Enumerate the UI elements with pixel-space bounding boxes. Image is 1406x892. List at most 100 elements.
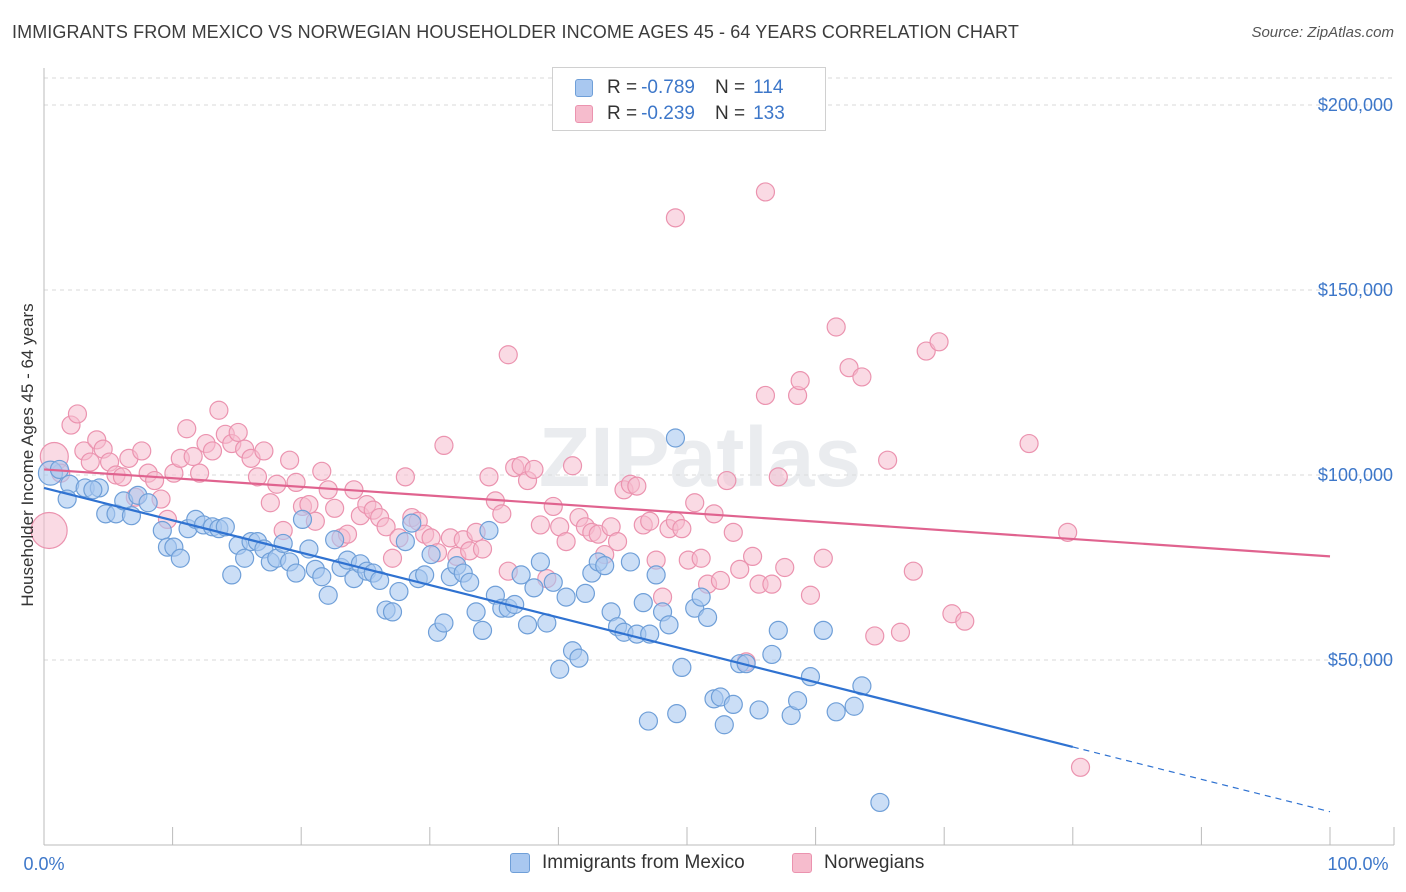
series-legend: Immigrants from Mexico Norwegians xyxy=(0,852,1406,876)
point-norwegians xyxy=(955,611,975,631)
point-immigrants-from-mexico xyxy=(222,565,242,585)
point-norwegians xyxy=(312,461,332,481)
source-label: Source: ZipAtlas.com xyxy=(1251,24,1394,41)
point-immigrants-from-mexico xyxy=(83,480,103,500)
point-norwegians xyxy=(742,546,763,567)
x-tick-label: 100.0% xyxy=(1327,854,1388,874)
point-immigrants-from-mexico xyxy=(395,531,415,552)
point-immigrants-from-mexico xyxy=(292,509,313,530)
point-immigrants-from-mexico xyxy=(524,578,544,598)
trend-line-norwegians xyxy=(43,468,1331,558)
point-norwegians xyxy=(730,559,750,579)
point-immigrants-from-mexico xyxy=(638,711,659,731)
point-norwegians xyxy=(254,441,274,461)
point-immigrants-from-mexico xyxy=(286,563,306,583)
point-norwegians xyxy=(607,531,628,552)
point-immigrants-from-mexico xyxy=(434,613,454,633)
point-norwegians xyxy=(826,317,846,337)
point-immigrants-from-mexico xyxy=(672,657,692,678)
point-immigrants-from-mexico xyxy=(826,702,846,722)
point-immigrants-from-mexico xyxy=(235,548,255,568)
legend-n-value: 114 xyxy=(753,77,784,98)
point-immigrants-from-mexico xyxy=(714,715,734,735)
point-norwegians xyxy=(865,626,885,646)
legend-label: Norwegians xyxy=(824,852,925,873)
point-immigrants-from-mexico xyxy=(723,694,743,715)
point-norwegians xyxy=(717,470,737,491)
point-norwegians xyxy=(852,367,872,387)
point-norwegians xyxy=(903,561,923,581)
legend-swatch-pink xyxy=(575,105,593,123)
point-norwegians xyxy=(710,570,731,591)
trend-lines xyxy=(43,468,1331,813)
legend-swatch-blue xyxy=(510,853,530,873)
point-norwegians xyxy=(929,332,949,352)
point-immigrants-from-mexico xyxy=(312,567,332,587)
point-immigrants-from-mexico xyxy=(511,565,531,585)
point-immigrants-from-mexico xyxy=(466,602,486,622)
point-immigrants-from-mexico xyxy=(402,513,422,533)
point-norwegians xyxy=(768,467,788,487)
point-norwegians xyxy=(691,548,711,568)
point-norwegians xyxy=(177,419,197,439)
point-immigrants-from-mexico xyxy=(620,552,641,572)
point-immigrants-from-mexico xyxy=(517,615,538,635)
legend-n-value: 133 xyxy=(753,103,785,124)
y-tick-labels: $50,000 $100,000 $150,000 $200,000 xyxy=(1318,95,1393,670)
legend-r-label: R = xyxy=(607,103,638,124)
point-immigrants-from-mexico xyxy=(870,792,890,813)
legend-item-immigrants-from-mexico[interactable]: Immigrants from Mexico xyxy=(510,852,745,874)
point-immigrants-from-mexico xyxy=(768,620,788,641)
y-tick-label: $150,000 xyxy=(1318,280,1393,300)
point-norwegians xyxy=(434,435,454,455)
point-immigrants-from-mexico xyxy=(152,520,172,541)
point-norwegians xyxy=(755,385,776,406)
point-norwegians xyxy=(247,467,268,487)
point-immigrants-from-mexico xyxy=(691,587,711,607)
legend-label: Immigrants from Mexico xyxy=(542,852,745,873)
point-norwegians xyxy=(813,548,833,568)
point-norwegians xyxy=(382,548,403,568)
x-tick-label: 0.0% xyxy=(23,854,64,874)
x-tick-labels: 0.0% 100.0% xyxy=(23,854,1388,874)
axes xyxy=(43,68,1395,846)
point-norwegians xyxy=(530,515,550,535)
point-immigrants-from-mexico xyxy=(633,593,653,613)
point-immigrants-from-mexico xyxy=(569,648,589,668)
point-immigrants-from-mexico xyxy=(530,552,550,572)
point-norwegians xyxy=(132,441,152,461)
point-norwegians xyxy=(260,493,280,513)
point-norwegians xyxy=(472,539,493,559)
point-norwegians xyxy=(376,517,396,537)
point-norwegians xyxy=(556,531,576,552)
point-norwegians xyxy=(479,467,499,487)
point-norwegians xyxy=(775,557,795,578)
legend-swatch-pink xyxy=(792,853,812,873)
point-norwegians xyxy=(790,371,810,391)
point-norwegians xyxy=(144,470,165,491)
y-tick-label: $200,000 xyxy=(1318,95,1393,115)
point-norwegians xyxy=(30,511,68,550)
point-immigrants-from-mexico xyxy=(787,691,808,711)
point-immigrants-from-mexico xyxy=(665,428,686,448)
point-norwegians xyxy=(1058,522,1078,542)
point-immigrants-from-mexico xyxy=(550,659,570,679)
point-norwegians xyxy=(723,522,743,542)
point-immigrants-from-mexico xyxy=(595,556,615,576)
point-norwegians xyxy=(524,459,544,480)
point-immigrants-from-mexico xyxy=(646,565,666,585)
point-norwegians xyxy=(492,504,512,524)
point-norwegians xyxy=(543,496,563,517)
trend-line-extension xyxy=(1072,746,1331,813)
legend-item-norwegians[interactable]: Norwegians xyxy=(792,852,924,874)
point-immigrants-from-mexico xyxy=(472,620,493,641)
point-immigrants-from-mexico xyxy=(667,704,687,724)
point-norwegians xyxy=(627,476,647,496)
point-norwegians xyxy=(183,446,203,467)
point-norwegians xyxy=(67,404,88,424)
point-immigrants-from-mexico xyxy=(389,581,409,602)
point-immigrants-from-mexico xyxy=(697,607,718,628)
point-immigrants-from-mexico xyxy=(813,620,833,641)
point-norwegians xyxy=(665,208,686,228)
point-immigrants-from-mexico xyxy=(382,602,403,622)
